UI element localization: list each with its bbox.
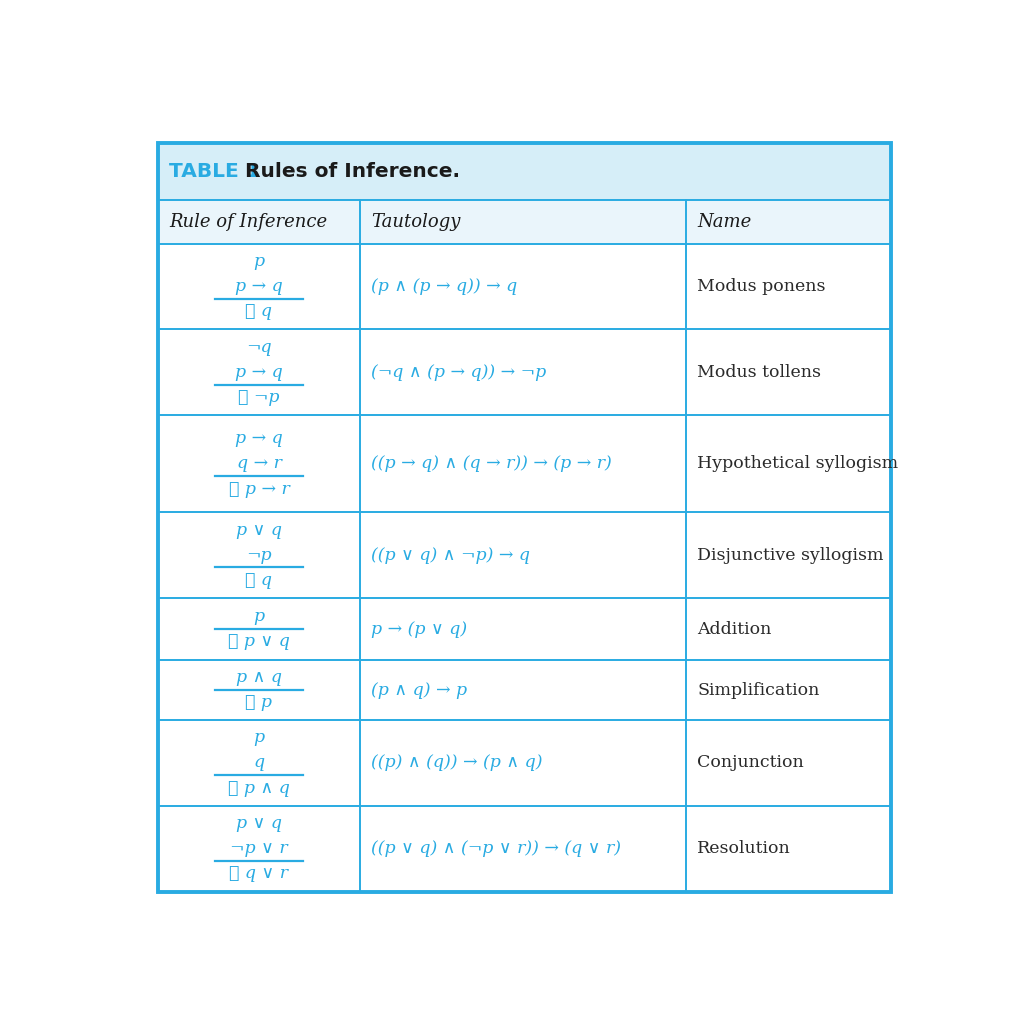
Bar xyxy=(158,806,892,892)
Text: ∴ q: ∴ q xyxy=(246,572,272,589)
Text: q: q xyxy=(253,755,264,771)
Text: Rule of Inference: Rule of Inference xyxy=(169,213,328,230)
Text: p → q: p → q xyxy=(236,279,283,295)
Text: Name: Name xyxy=(697,213,752,230)
Text: ∴ p ∨ q: ∴ p ∨ q xyxy=(228,634,290,650)
Text: Hypothetical syllogism: Hypothetical syllogism xyxy=(697,456,898,472)
Bar xyxy=(158,330,892,416)
Text: p: p xyxy=(253,729,264,746)
Bar xyxy=(158,720,892,806)
Text: ((p → q) ∧ (q → r)) → (p → r): ((p → q) ∧ (q → r)) → (p → r) xyxy=(371,456,611,472)
Text: ∴ q: ∴ q xyxy=(246,303,272,321)
Text: ∴ ¬p: ∴ ¬p xyxy=(239,389,280,407)
Text: p → (p ∨ q): p → (p ∨ q) xyxy=(371,621,467,638)
Text: ¬p: ¬p xyxy=(246,547,271,564)
Text: ¬p ∨ r: ¬p ∨ r xyxy=(230,841,288,857)
Text: q → r: q → r xyxy=(237,456,282,472)
Text: ∴ q ∨ r: ∴ q ∨ r xyxy=(229,865,289,883)
Text: ((p ∨ q) ∧ ¬p) → q: ((p ∨ q) ∧ ¬p) → q xyxy=(371,547,530,564)
Text: Simplification: Simplification xyxy=(697,682,819,698)
Bar xyxy=(158,244,892,330)
Text: p → q: p → q xyxy=(236,364,283,381)
Text: ∴ p ∧ q: ∴ p ∧ q xyxy=(228,779,290,797)
Text: ((p ∨ q) ∧ (¬p ∨ r)) → (q ∨ r): ((p ∨ q) ∧ (¬p ∨ r)) → (q ∨ r) xyxy=(371,841,621,857)
Text: TABLE 1: TABLE 1 xyxy=(169,162,260,180)
Text: Modus tollens: Modus tollens xyxy=(697,364,821,381)
Text: Modus ponens: Modus ponens xyxy=(697,279,825,295)
Bar xyxy=(158,598,892,660)
Text: ∴ p: ∴ p xyxy=(246,694,272,712)
Text: (p ∧ q) → p: (p ∧ q) → p xyxy=(371,682,467,698)
Text: p ∨ q: p ∨ q xyxy=(236,521,282,539)
Text: Addition: Addition xyxy=(697,621,772,638)
Text: p ∨ q: p ∨ q xyxy=(236,815,282,831)
Text: ∴ p → r: ∴ p → r xyxy=(228,480,290,498)
Text: p → q: p → q xyxy=(236,430,283,447)
Bar xyxy=(158,416,892,512)
Bar xyxy=(158,512,892,598)
Text: p: p xyxy=(253,253,264,269)
Text: p: p xyxy=(253,608,264,625)
Text: ¬q: ¬q xyxy=(246,339,271,355)
Bar xyxy=(158,142,892,200)
Text: p ∧ q: p ∧ q xyxy=(236,669,282,686)
Bar xyxy=(158,200,892,244)
Text: Tautology: Tautology xyxy=(371,213,461,230)
Text: Resolution: Resolution xyxy=(697,841,791,857)
Text: Rules of Inference.: Rules of Inference. xyxy=(231,162,460,180)
Bar xyxy=(158,660,892,720)
Text: (p ∧ (p → q)) → q: (p ∧ (p → q)) → q xyxy=(371,279,517,295)
Text: Conjunction: Conjunction xyxy=(697,755,804,771)
Text: ((p) ∧ (q)) → (p ∧ q): ((p) ∧ (q)) → (p ∧ q) xyxy=(371,755,543,771)
Text: Disjunctive syllogism: Disjunctive syllogism xyxy=(697,547,884,564)
Text: (¬q ∧ (p → q)) → ¬p: (¬q ∧ (p → q)) → ¬p xyxy=(371,364,546,381)
